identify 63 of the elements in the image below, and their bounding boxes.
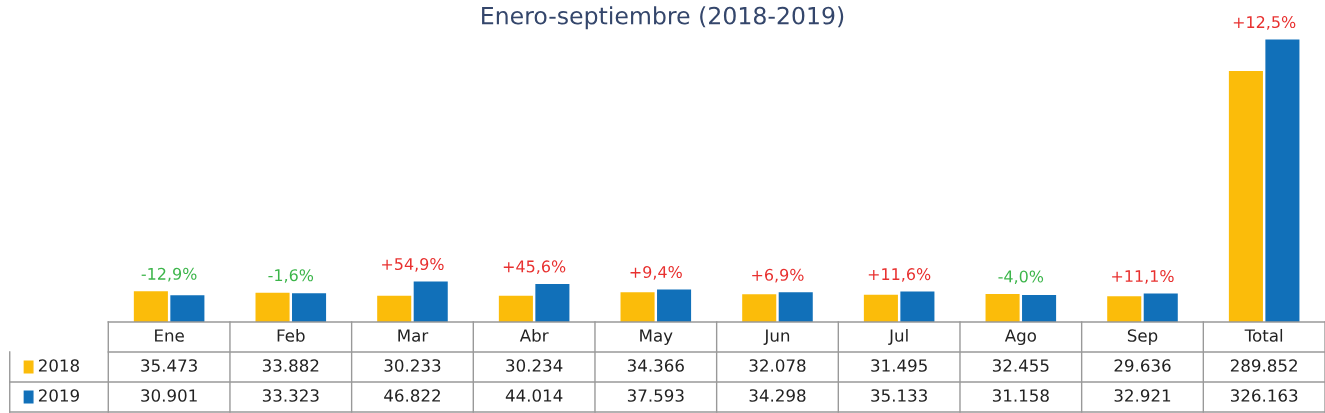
bar <box>377 295 412 322</box>
bar <box>1022 295 1057 322</box>
data-label: 34.366 <box>627 359 684 372</box>
x-tick-label: Total <box>1244 328 1283 342</box>
data-label: 31.158 <box>992 389 1049 402</box>
bar <box>900 291 935 322</box>
x-tick-label: Sep <box>1127 329 1158 346</box>
bar <box>1228 70 1263 322</box>
bar <box>170 295 205 322</box>
data-label: 32.921 <box>1114 389 1171 402</box>
x-tick-label: Mar <box>398 329 429 342</box>
data-label: 44.014 <box>505 389 563 402</box>
x-tick-label: Feb <box>277 328 305 342</box>
data-label: 31.495 <box>871 359 927 372</box>
legend-label: 2018 <box>38 359 79 372</box>
annotation: +6,9% <box>752 268 804 283</box>
bar <box>620 292 655 322</box>
annotation: +54,9% <box>382 257 444 272</box>
annotation: +11,6% <box>868 268 931 282</box>
data-label: 33.323 <box>262 389 319 402</box>
legend-label: 2019 <box>38 389 79 402</box>
annotation: +45,6% <box>503 260 566 275</box>
x-tick-label: Ene <box>155 329 184 342</box>
bar <box>985 293 1020 322</box>
data-label: 33.882 <box>262 359 319 372</box>
data-label: 30.234 <box>506 359 563 372</box>
annotation: +9,4% <box>630 265 682 280</box>
data-label: 326.163 <box>1230 389 1298 402</box>
bar <box>742 294 777 322</box>
annotation: +11,1% <box>1112 269 1174 284</box>
data-label: 34.298 <box>749 389 806 402</box>
annotation: -1,6% <box>268 269 314 283</box>
data-label: 29.636 <box>1114 359 1171 372</box>
annotation: -12,9% <box>141 267 197 282</box>
data-label: 32.455 <box>992 359 1049 372</box>
bar <box>657 289 692 322</box>
bar <box>133 291 168 322</box>
data-label: 30.901 <box>141 389 197 402</box>
data-label: 35.473 <box>141 359 197 372</box>
bar <box>292 293 327 322</box>
data-label: 32.078 <box>749 359 806 372</box>
bar <box>1265 39 1300 322</box>
data-label: 35.133 <box>871 389 927 402</box>
bar <box>1143 293 1178 322</box>
x-tick-label: Jun <box>763 329 790 345</box>
bar <box>778 292 813 322</box>
annotation: +12,5% <box>1233 16 1296 30</box>
data-label: 46.822 <box>384 389 440 402</box>
x-tick-label: Ago <box>1004 329 1036 346</box>
bar <box>1107 296 1142 322</box>
data-label: 37.593 <box>627 389 684 402</box>
bar <box>498 295 533 322</box>
annotation: -4,0% <box>998 270 1044 285</box>
bar <box>413 281 448 322</box>
bar <box>535 283 570 322</box>
bar <box>863 294 898 322</box>
x-tick-label: Abr <box>519 328 549 342</box>
chart-title: Enero-septiembre (2018-2019) <box>482 6 844 30</box>
data-label: 289.852 <box>1230 359 1297 372</box>
x-tick-label: May <box>640 329 673 346</box>
data-label: 30.233 <box>384 359 441 372</box>
x-tick-label: Jul <box>888 328 908 345</box>
bar <box>255 292 290 322</box>
